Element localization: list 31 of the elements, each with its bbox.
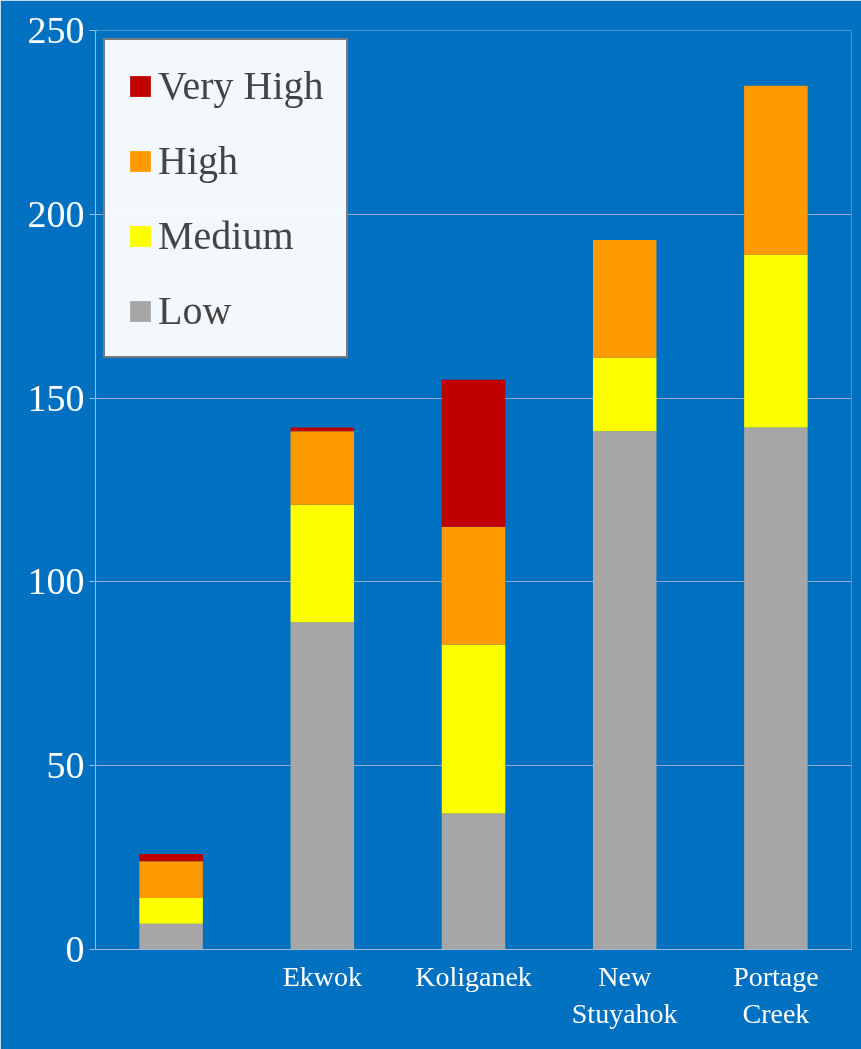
y-tick-label: 50: [46, 744, 85, 787]
bar: [441, 379, 506, 527]
bar: [139, 853, 203, 862]
legend-label: Medium: [158, 212, 294, 259]
bar: [290, 622, 355, 950]
legend-label: High: [158, 137, 238, 184]
bar: [592, 357, 657, 432]
bar: [290, 504, 355, 623]
x-tick-label: Portage Creek: [733, 960, 819, 1029]
bar: [744, 427, 808, 950]
y-tick-label: 150: [27, 376, 85, 419]
bar: [441, 813, 506, 950]
bar: [441, 644, 506, 814]
bar: [592, 431, 657, 950]
y-tick-label: 0: [65, 928, 85, 970]
y-tick-label: 100: [27, 560, 85, 603]
bar: [290, 431, 355, 505]
y-tick-label: 200: [27, 192, 85, 235]
bar: [744, 85, 808, 255]
bar: [744, 254, 808, 428]
legend-label: Low: [158, 287, 232, 334]
x-tick-label: Ekwok: [282, 960, 362, 992]
bar: [592, 240, 657, 358]
bar: [139, 923, 203, 950]
y-tick-label: 250: [27, 9, 85, 51]
bar: [139, 898, 203, 924]
x-tick-label: New Stuyahok: [571, 960, 678, 1029]
bar: [441, 526, 506, 645]
bar: [139, 861, 203, 899]
x-tick-label: Koliganek: [415, 960, 532, 992]
legend-label: Very High: [158, 62, 324, 109]
